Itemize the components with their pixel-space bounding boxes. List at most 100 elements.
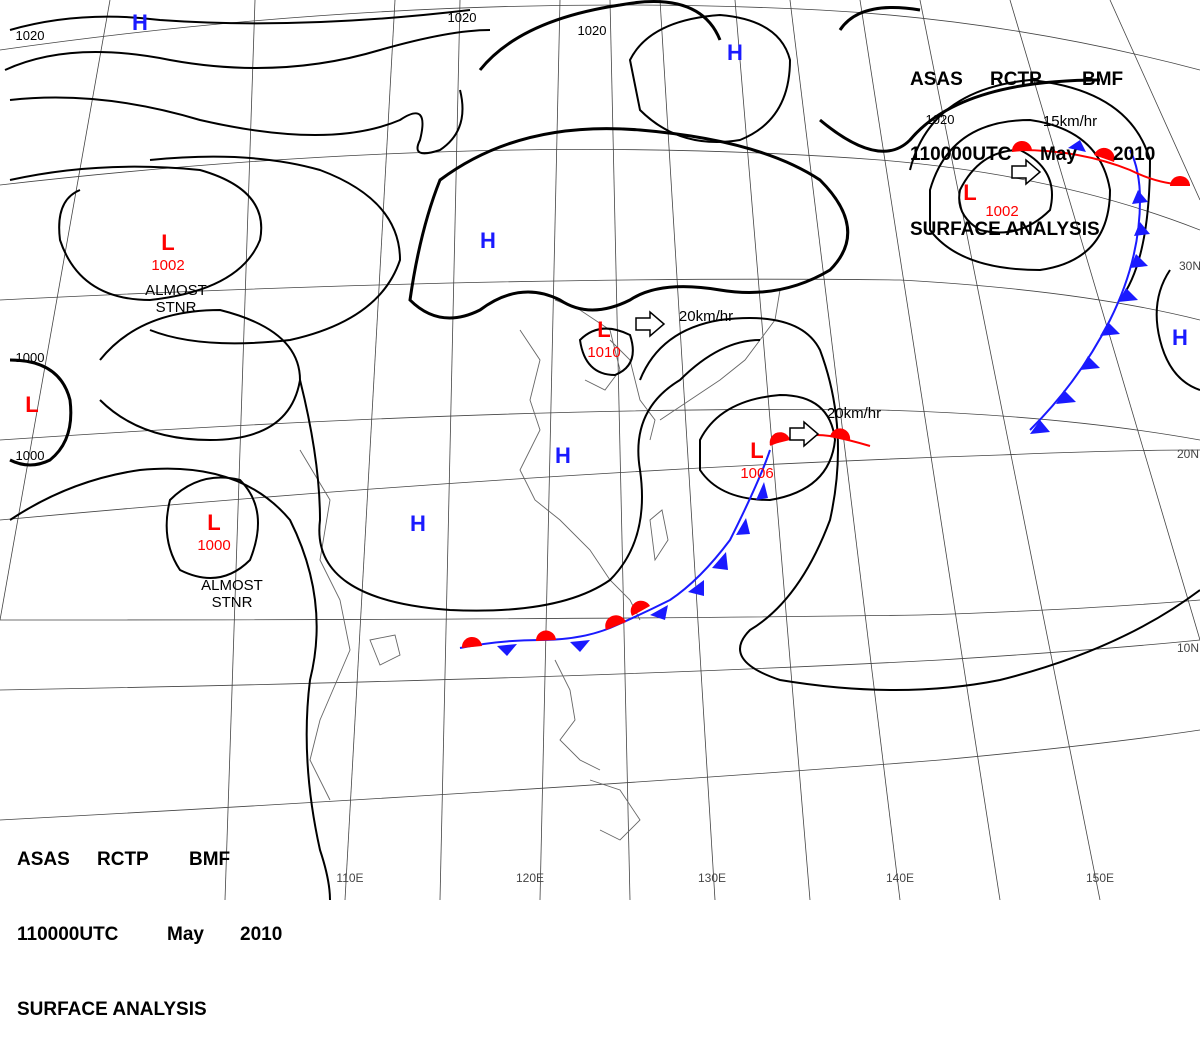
isobar-1020-nw [9, 9, 471, 31]
high-pressure-marker: H [555, 443, 571, 468]
cold-barb [650, 605, 668, 620]
longitude-label: 120E [516, 871, 544, 885]
coast-china-east [519, 329, 641, 621]
warm-barb [605, 615, 626, 630]
motion-arrows [635, 158, 1042, 448]
header-year: 2010 [1113, 144, 1156, 165]
isobar-south-2 [299, 339, 761, 612]
header-time: 110000UTC [17, 924, 119, 945]
meridian-120e [539, 0, 561, 900]
low-pressure-marker: L [25, 392, 38, 417]
warm-barb [1011, 140, 1032, 152]
cold-barb [497, 644, 517, 656]
meridian-140e [789, 0, 901, 900]
coast-luzon [554, 659, 601, 771]
warm-barb [630, 600, 650, 616]
isobar-1002-e-inner [958, 148, 1053, 234]
parallel-25n [0, 408, 1200, 441]
motion-arrow-icon [1011, 158, 1042, 186]
low-pressure-marker: L [750, 438, 763, 463]
pressure-value: 1002 [151, 257, 184, 274]
high-pressure-marker: H [727, 40, 743, 65]
annotation-line1: ALMOST [201, 577, 263, 594]
longitude-label: 130E [698, 871, 726, 885]
header-title: SURFACE ANALYSIS [17, 999, 207, 1020]
header-time: 110000UTC [910, 144, 1012, 165]
high-pressure-marker: H [1172, 325, 1188, 350]
header-month: May [1040, 144, 1077, 165]
isobar-label: 1000 [16, 448, 45, 463]
surface-analysis-map: H H H H H H L 1002 L L 1000 L 1010 L 1006 L 1002 1020 1020… [0, 0, 1200, 900]
meridian-155e [1009, 0, 1200, 641]
low-pressure-marker: L [207, 510, 220, 535]
meridian-105e [224, 0, 256, 900]
isobar-big-south [9, 467, 331, 900]
motion-speed-label: 20km/hr [827, 405, 881, 422]
header-month: May [167, 924, 204, 945]
low-pressure-marker: L [597, 317, 610, 342]
low-pressure-marker: L [963, 180, 976, 205]
header-title: SURFACE ANALYSIS [910, 219, 1100, 240]
cold-barb [712, 552, 728, 570]
high-pressure-marker: H [132, 10, 148, 35]
parallel-15n [0, 599, 1200, 621]
longitude-label: 110E [336, 871, 363, 885]
latitude-label: 10N [1177, 641, 1199, 655]
cold-barb [1132, 190, 1148, 204]
header-product: BMF [189, 849, 231, 870]
header-product: BMF [1082, 69, 1124, 90]
isobar-central [149, 155, 402, 345]
isobar-south-1 [99, 308, 302, 442]
high-pressure-marker: H [410, 511, 426, 536]
warm-barb [830, 428, 851, 440]
pressure-value: 1002 [985, 203, 1018, 220]
isobar-nw-2 [4, 29, 491, 71]
annotation-line2: STNR [212, 594, 253, 611]
isobar-inner-high [408, 127, 850, 320]
cold-barb [1030, 420, 1050, 434]
parallel-5n [0, 729, 1200, 821]
map-labels: H H H H H H L 1002 L L 1000 L 1010 L 1006 L 1002 1020 1020… [16, 10, 1200, 885]
motion-speed-label: 20km/hr [679, 308, 733, 325]
header-year: 2010 [240, 924, 283, 945]
high-pressure-marker: H [480, 228, 496, 253]
header-station: RCTP [97, 849, 149, 870]
isobars [4, 0, 1200, 900]
meridian-160e [1109, 0, 1200, 201]
coast-taiwan [649, 509, 669, 562]
warm-barb [769, 432, 790, 445]
cold-front-barbs [497, 140, 1150, 656]
fronts [459, 140, 1191, 656]
cold-barb [1118, 288, 1138, 302]
isobar-1002-e-outer [909, 78, 1152, 301]
coast-hainan [369, 634, 401, 666]
parallel-30n [0, 278, 1200, 321]
isobar-1006-low [699, 393, 837, 502]
isobar-nw-tail [9, 165, 263, 302]
longitude-label: 150E [1086, 871, 1114, 885]
isobar-label: 1000 [16, 350, 45, 365]
coast-korea [609, 339, 656, 441]
annotation-line2: STNR [156, 299, 197, 316]
low-pressure-marker: L [161, 230, 174, 255]
isobar-high-ne [628, 13, 792, 143]
header-station: RCTP [990, 69, 1042, 90]
warm-barb [1094, 147, 1115, 162]
warm-front-barbs [461, 140, 1190, 648]
isobar-east-high [1155, 269, 1200, 391]
warm-barb [461, 636, 482, 648]
parallel-10n [0, 639, 1200, 691]
isobar-low-1000 [165, 476, 259, 579]
coastlines [299, 289, 781, 841]
isobar-label: 1020 [448, 10, 477, 25]
cold-front-east [1029, 149, 1142, 431]
meridian-115e [439, 0, 461, 900]
annotation-line1: ALMOST [145, 282, 207, 299]
cold-barb [688, 580, 704, 596]
cold-barb [1056, 390, 1076, 404]
chart-header-top-right: ASAS RCTP BMF 110000UTC May 2010 SURFACE ANA… [910, 17, 1155, 267]
cold-barb [570, 640, 590, 652]
meridian-135e [734, 0, 811, 900]
latitude-label: 30N [1179, 259, 1200, 273]
pressure-value: 1000 [197, 537, 230, 554]
